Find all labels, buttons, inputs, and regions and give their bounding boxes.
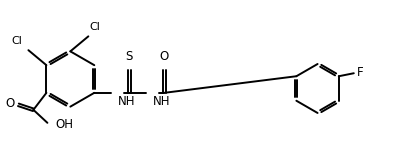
Text: OH: OH: [55, 118, 73, 131]
Text: NH: NH: [117, 95, 135, 108]
Text: NH: NH: [152, 95, 170, 108]
Text: O: O: [5, 97, 14, 110]
Text: F: F: [356, 66, 363, 79]
Text: Cl: Cl: [12, 36, 22, 46]
Text: O: O: [159, 50, 168, 63]
Text: Cl: Cl: [89, 22, 100, 32]
Text: S: S: [125, 50, 133, 63]
